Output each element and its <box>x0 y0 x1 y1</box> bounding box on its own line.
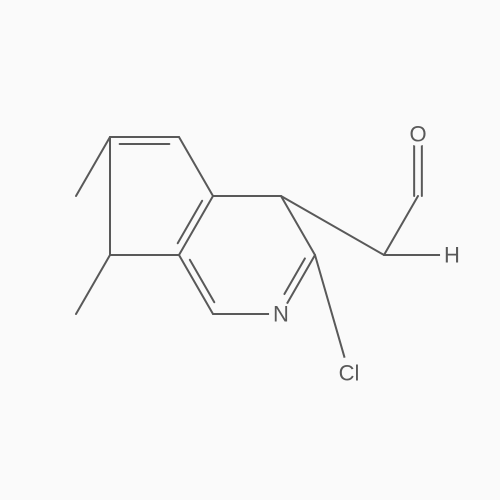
figure-background <box>0 0 500 500</box>
atom-label-cl: Cl <box>339 361 360 386</box>
atom-label-n: N <box>273 302 289 327</box>
atom-label-o: O <box>409 122 426 147</box>
atom-label-h: H <box>444 243 460 268</box>
chemical-structure-svg: N Cl O H <box>0 0 500 500</box>
